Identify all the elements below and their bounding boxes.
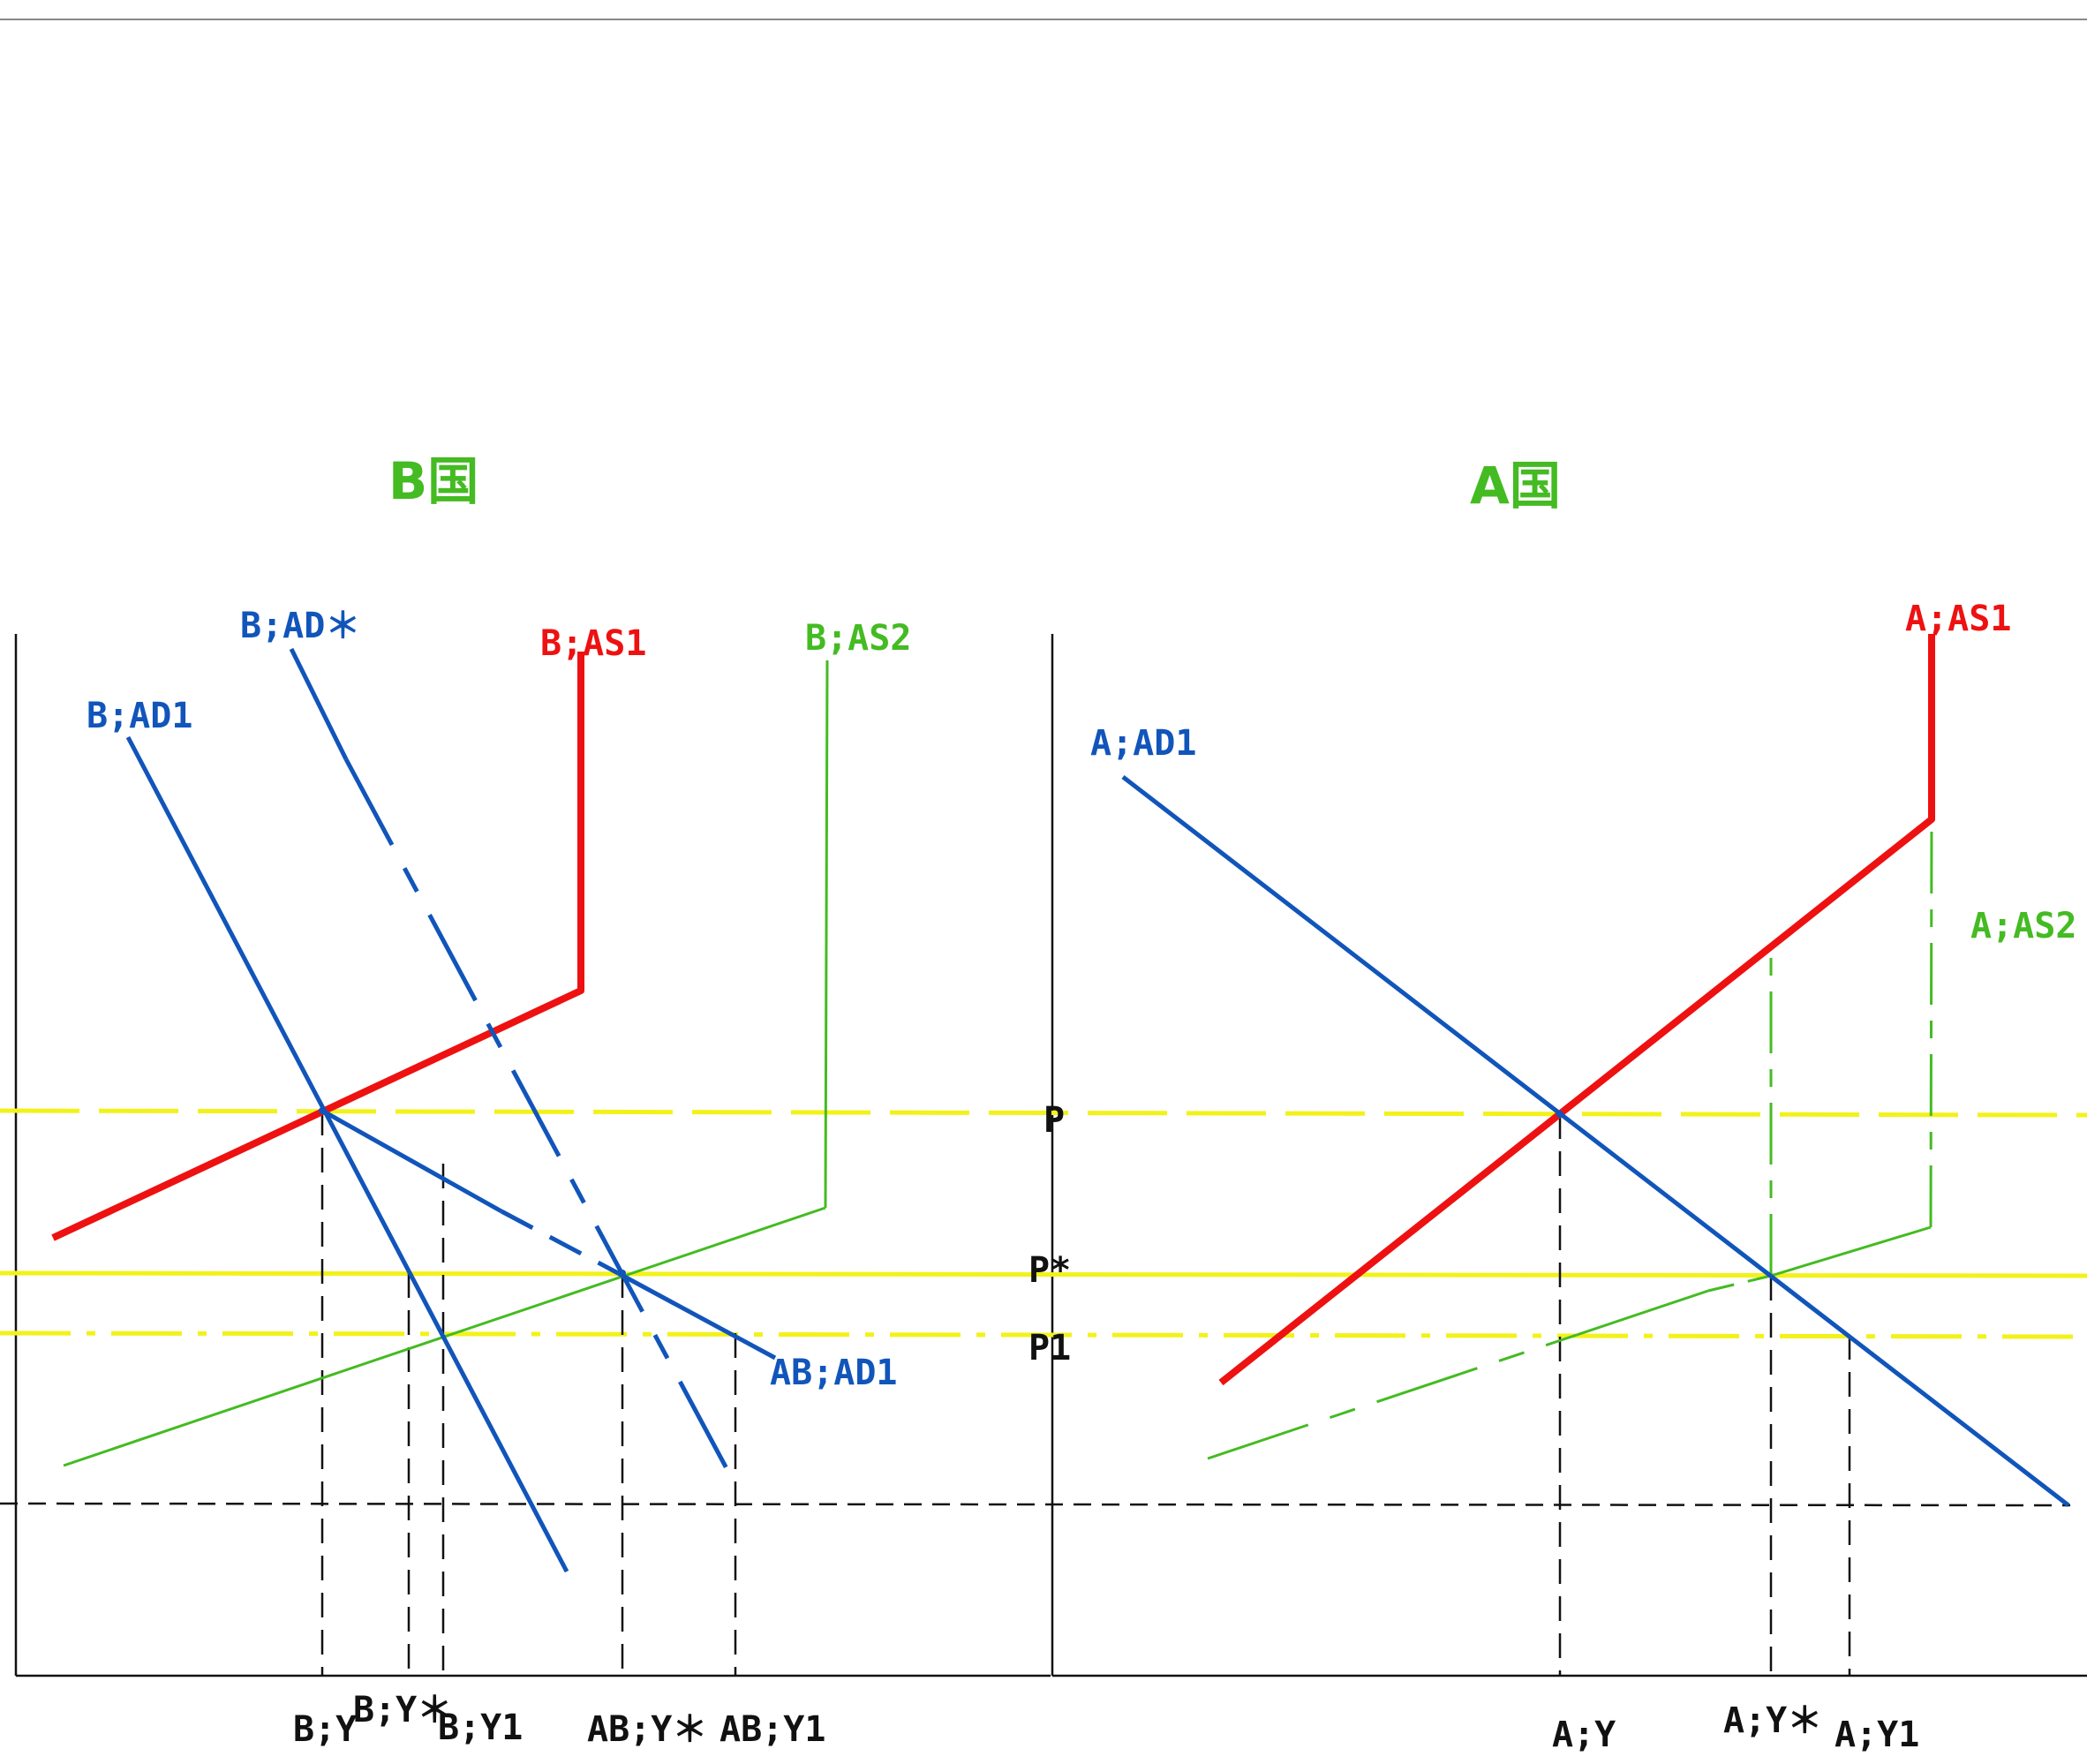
label-a-as1: A;AS1 [1905,599,2011,639]
axes [14,634,2087,1677]
p-star-line [0,1270,2087,1278]
country-a-title: A国 [1470,456,1561,516]
label-b-as1: B;AS1 [540,623,646,664]
a-equilibrium-p [1556,1111,1563,1118]
price-lines [0,1108,2087,1339]
label-a-as2: A;AS2 [1970,906,2076,946]
b-ad-star-curve-solid [289,647,349,761]
label-b-y-star: B;Y＊ [353,1690,452,1730]
label-p: P [1044,1100,1065,1141]
b-equilibrium-p [319,1107,326,1114]
a-as2-curve-dashed2 [1707,1274,1772,1293]
label-a-y-star: A;Y＊ [1723,1700,1822,1741]
label-ab-y1: AB;Y1 [720,1709,825,1750]
ab-ad1-curve-solid [320,1108,503,1214]
label-ab-ad1: AB;AD1 [770,1353,898,1393]
b-as1-curve [51,652,584,1241]
label-p1: P1 [1028,1328,1071,1368]
label-p-star: P* [1028,1250,1071,1291]
label-b-as2: B;AS2 [805,618,911,659]
label-a-ad1: A;AD1 [1090,723,1196,764]
a-as2-curve-dashed [1207,1338,1562,1460]
label-ab-y-star: AB;Y＊ [587,1709,707,1750]
label-b-y: B;Y [293,1709,357,1750]
b-ad-star-curve-dashed [343,758,737,1485]
b-as2-vertical [824,660,829,1209]
equilibria [319,1107,1563,1277]
country-b-curves [51,647,829,1573]
country-b-title: B国 [388,451,478,511]
p1-line [0,1331,2087,1339]
a-ad1-curve [1121,775,2070,1507]
ab-ad1-curve-dashed [500,1209,620,1276]
label-b-ad1: B;AD1 [87,696,192,736]
label-b-y1: B;Y1 [438,1707,523,1748]
baseline-dashed [0,1502,2071,1507]
b-ad1-curve [125,735,569,1573]
a-as2-vertical [1929,820,1933,1228]
ab-ad1-curve-tail [616,1270,777,1361]
label-a-y1: A;Y1 [1835,1715,1919,1755]
country-a-curves [1121,634,2070,1507]
ab-equilibrium-p-star [619,1270,626,1277]
label-a-y: A;Y [1552,1715,1616,1755]
p-line [0,1108,2087,1118]
label-b-ad-star: B;AD＊ [240,606,360,646]
drop-lines [320,1111,1851,1676]
a-as2-curve-tail [1770,1225,1932,1278]
a-as1-curve [1218,634,1935,1386]
a-as2-curve-solid [1560,1289,1709,1342]
